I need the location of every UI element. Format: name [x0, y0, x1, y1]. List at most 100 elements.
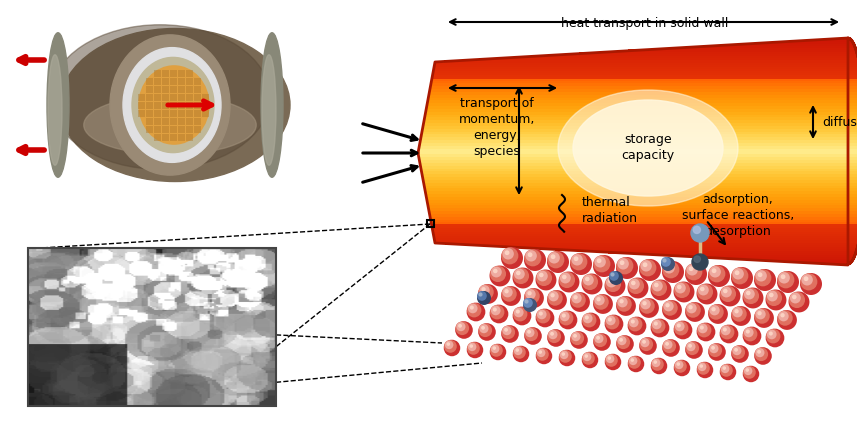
Circle shape — [731, 267, 753, 289]
Polygon shape — [434, 236, 857, 239]
Polygon shape — [821, 262, 849, 265]
Circle shape — [489, 344, 506, 360]
Circle shape — [582, 313, 601, 331]
Circle shape — [593, 255, 615, 277]
Polygon shape — [429, 92, 857, 95]
Circle shape — [595, 334, 603, 343]
Circle shape — [467, 342, 480, 355]
Circle shape — [628, 356, 641, 369]
Circle shape — [758, 272, 763, 277]
Circle shape — [654, 283, 658, 287]
Circle shape — [650, 279, 671, 300]
Polygon shape — [422, 171, 857, 174]
Circle shape — [674, 360, 690, 376]
Circle shape — [559, 311, 573, 325]
Circle shape — [524, 249, 546, 271]
Circle shape — [720, 364, 733, 377]
Circle shape — [444, 340, 457, 353]
Circle shape — [744, 367, 752, 375]
Circle shape — [596, 336, 600, 340]
Polygon shape — [432, 226, 857, 228]
Circle shape — [536, 348, 548, 361]
Circle shape — [754, 308, 774, 328]
Polygon shape — [662, 253, 855, 256]
Polygon shape — [620, 50, 856, 52]
Circle shape — [582, 352, 595, 365]
Circle shape — [743, 327, 761, 345]
Bar — [163, 101, 170, 109]
Polygon shape — [608, 251, 856, 253]
Circle shape — [685, 263, 707, 285]
Circle shape — [662, 300, 682, 320]
Ellipse shape — [123, 48, 221, 162]
Polygon shape — [423, 174, 857, 177]
Polygon shape — [434, 63, 857, 65]
Circle shape — [583, 275, 594, 285]
Polygon shape — [530, 55, 857, 58]
Bar — [154, 126, 161, 132]
Circle shape — [606, 316, 615, 325]
Bar — [195, 86, 201, 92]
Circle shape — [733, 346, 741, 355]
Bar — [154, 78, 161, 84]
Circle shape — [573, 295, 578, 299]
Circle shape — [456, 322, 465, 331]
Bar — [171, 69, 177, 77]
Circle shape — [536, 310, 547, 320]
Circle shape — [539, 311, 542, 316]
Circle shape — [746, 368, 749, 372]
Circle shape — [777, 310, 793, 326]
Circle shape — [505, 250, 509, 255]
Bar — [163, 109, 170, 116]
Circle shape — [663, 340, 673, 349]
Bar — [171, 133, 177, 141]
Circle shape — [744, 328, 753, 337]
Circle shape — [686, 263, 703, 280]
Circle shape — [720, 286, 736, 302]
Circle shape — [627, 278, 649, 299]
Bar — [163, 78, 170, 84]
Bar — [195, 126, 201, 132]
Circle shape — [674, 360, 683, 369]
Polygon shape — [431, 222, 857, 225]
Polygon shape — [433, 73, 857, 75]
Bar — [187, 93, 194, 101]
Circle shape — [559, 350, 575, 366]
Polygon shape — [423, 126, 857, 129]
Bar — [154, 109, 161, 116]
Bar — [187, 86, 194, 92]
Circle shape — [616, 335, 630, 349]
Polygon shape — [501, 245, 857, 248]
Circle shape — [652, 281, 662, 291]
Bar — [178, 101, 185, 109]
Circle shape — [688, 305, 692, 309]
Circle shape — [583, 353, 591, 361]
Circle shape — [708, 343, 726, 361]
Circle shape — [629, 318, 638, 327]
Polygon shape — [432, 225, 857, 228]
Polygon shape — [424, 118, 857, 120]
Circle shape — [661, 257, 675, 271]
Circle shape — [677, 323, 680, 328]
Bar — [187, 69, 194, 77]
Polygon shape — [795, 40, 852, 42]
Circle shape — [489, 305, 508, 323]
Circle shape — [731, 306, 746, 322]
Circle shape — [650, 319, 669, 337]
Circle shape — [482, 287, 486, 291]
Circle shape — [548, 290, 563, 306]
Polygon shape — [448, 242, 857, 245]
Circle shape — [571, 331, 584, 345]
Circle shape — [504, 328, 508, 332]
Polygon shape — [433, 230, 857, 232]
Polygon shape — [418, 152, 857, 154]
Polygon shape — [444, 60, 857, 63]
Circle shape — [606, 276, 617, 288]
Circle shape — [699, 364, 703, 368]
Circle shape — [527, 291, 531, 295]
Circle shape — [525, 289, 536, 299]
Polygon shape — [829, 263, 848, 265]
Circle shape — [501, 325, 518, 343]
Polygon shape — [427, 103, 857, 106]
Bar — [163, 118, 170, 124]
